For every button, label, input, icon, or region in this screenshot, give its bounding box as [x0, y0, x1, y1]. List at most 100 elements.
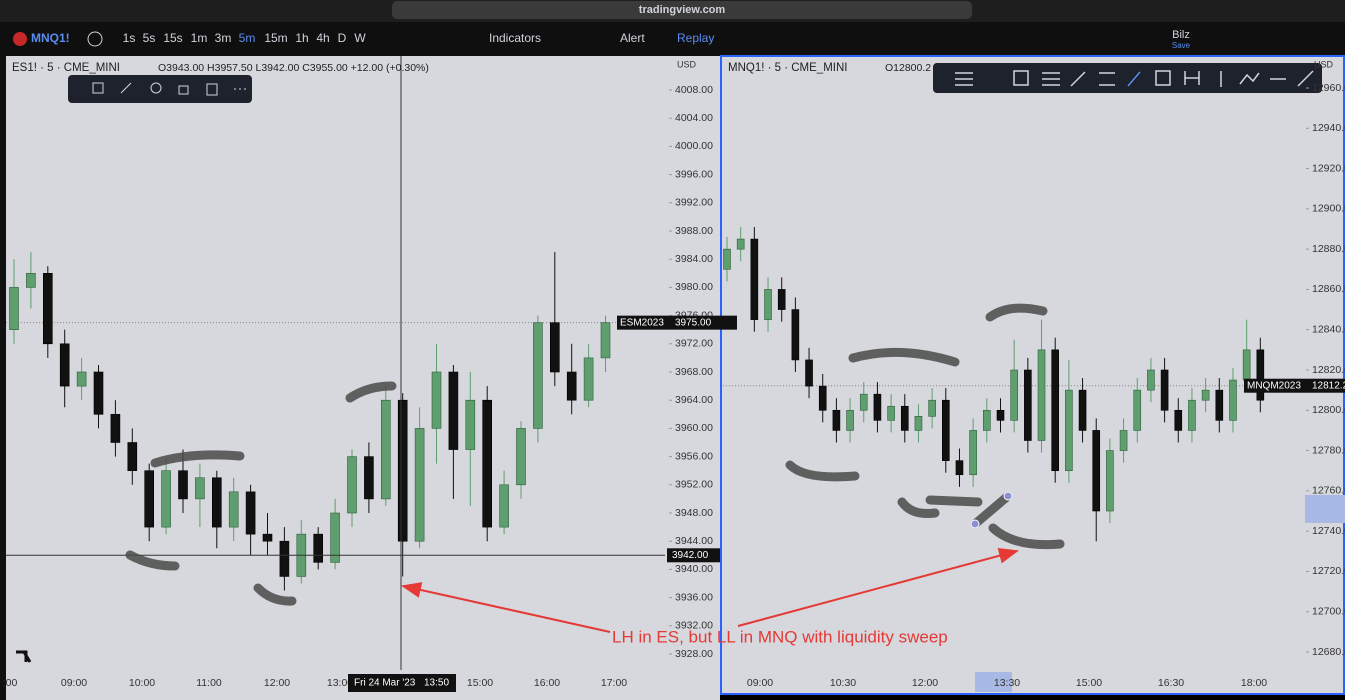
price-tag-value: 3975.00 [675, 317, 712, 328]
y-tick-label: 12940.00 [1312, 122, 1345, 134]
candle-body [1188, 399, 1196, 431]
interval[interactable]: 1m [191, 31, 208, 45]
candle-body [1051, 349, 1059, 472]
y-tick-label: 3980.00 [675, 281, 713, 293]
interval[interactable]: 15s [163, 31, 182, 45]
candle-body [955, 460, 964, 476]
y-tick-label: 12780.00 [1312, 444, 1345, 456]
candle-body [1242, 349, 1251, 381]
y-tick-label: 12920.00 [1312, 162, 1345, 174]
candle-body [1215, 389, 1224, 421]
save[interactable]: Save [1172, 41, 1191, 50]
ohlc-legend: O3943.00 H3957.50 L3942.00 C3955.00 +12.… [158, 62, 429, 74]
y-tick-label: 12820.00 [1312, 364, 1345, 376]
y-tick-label: 3960.00 [675, 422, 713, 434]
y-tick-label: 3992.00 [675, 197, 713, 209]
x-tick-label: 18:00 [1241, 677, 1267, 689]
toolbar [0, 22, 1345, 56]
candle-body [969, 430, 977, 476]
interval[interactable]: 1s [123, 31, 136, 45]
y-tick-label: 3944.00 [675, 535, 713, 547]
candle-body [777, 289, 786, 310]
x-tick-label: 12:00 [264, 677, 290, 689]
candle-body [832, 409, 841, 431]
interval[interactable]: 4h [316, 31, 329, 45]
candle-body [1037, 349, 1046, 441]
indicators[interactable]: Indicators [489, 31, 541, 45]
candle-body [983, 409, 991, 431]
y-tick-label: 12740.00 [1312, 525, 1345, 537]
x-tick-label: 12:00 [912, 677, 938, 689]
layout-name[interactable]: Bilz [1172, 29, 1190, 41]
alert[interactable]: Alert [620, 31, 645, 45]
y-tick-label: 4000.00 [675, 140, 713, 152]
candle-body [178, 470, 188, 500]
crosshair-date: Fri 24 Mar '23 [354, 678, 416, 689]
candle-body [1024, 369, 1032, 441]
y-tick-label: 12880.00 [1312, 243, 1345, 255]
candle-body [1078, 389, 1087, 431]
y-tick-label: 3972.00 [675, 338, 713, 350]
y-tick-label: 3928.00 [675, 648, 713, 660]
logo [16, 650, 32, 663]
interval[interactable]: 1h [295, 31, 308, 45]
candle-body [212, 477, 222, 528]
axis-highlight [1305, 495, 1345, 523]
candle-body [846, 409, 854, 431]
candle-body [1201, 389, 1210, 401]
symbol[interactable]: MNQ1! [31, 31, 70, 45]
x-tick-label: 09:00 [747, 677, 773, 689]
candle-body [914, 416, 923, 431]
candle-body [499, 484, 509, 528]
url-field[interactable] [392, 1, 972, 19]
candle-body [431, 371, 442, 429]
interval[interactable]: W [354, 31, 366, 45]
candle-body [414, 428, 425, 542]
interval[interactable]: 3m [215, 31, 232, 45]
replay[interactable]: Replay [677, 31, 714, 45]
candle-body [549, 322, 560, 373]
interval[interactable]: 15m [264, 31, 287, 45]
y-tick-label: 3968.00 [675, 366, 713, 378]
candle-body [859, 393, 868, 411]
candle-body [26, 272, 36, 288]
candle-body [1174, 409, 1183, 431]
candle-body [195, 477, 205, 500]
interval[interactable]: 5m [239, 31, 256, 45]
candle-body [750, 238, 759, 320]
add-icon[interactable] [87, 31, 103, 47]
candle-body [1147, 369, 1155, 391]
x-tick-label: :00 [3, 677, 18, 689]
y-tick-label: 12840.00 [1312, 323, 1345, 335]
toolbar-icons [92, 82, 248, 96]
candle-body [566, 371, 577, 401]
y-tick-label: 3996.00 [675, 168, 713, 180]
candle-body [313, 533, 324, 563]
x-tick-label: 09:00 [61, 677, 87, 689]
candle-body [1092, 430, 1101, 512]
x-tick-label: 10:00 [129, 677, 155, 689]
candle-body [1160, 369, 1169, 411]
interval[interactable]: D [338, 31, 347, 45]
candle-body [818, 385, 827, 411]
y-tick-label: 3988.00 [675, 225, 713, 237]
candle-body [791, 309, 800, 361]
price-tag-bg [617, 315, 737, 330]
y-tick-label: 3984.00 [675, 253, 713, 265]
crosshair-price: 3942.00 [672, 550, 709, 561]
y-tick-label: 12860.00 [1312, 283, 1345, 295]
interval[interactable]: 5s [143, 31, 156, 45]
candle-body [228, 491, 239, 528]
symbol-title: ES1! · 5 · CME_MINI [12, 62, 120, 74]
left-chart [6, 56, 720, 670]
arrow [737, 547, 1019, 627]
x-tick-label: 16:30 [1158, 677, 1184, 689]
y-tick-label: 3964.00 [675, 394, 713, 406]
left-edge [0, 56, 6, 700]
anchor[interactable] [1003, 491, 1013, 501]
candle-body [42, 272, 53, 345]
time-highlight [975, 672, 1012, 692]
crosshair-time: 13:50 [424, 678, 449, 689]
y-tick-label: 4008.00 [675, 84, 713, 96]
anchor[interactable] [970, 519, 980, 529]
